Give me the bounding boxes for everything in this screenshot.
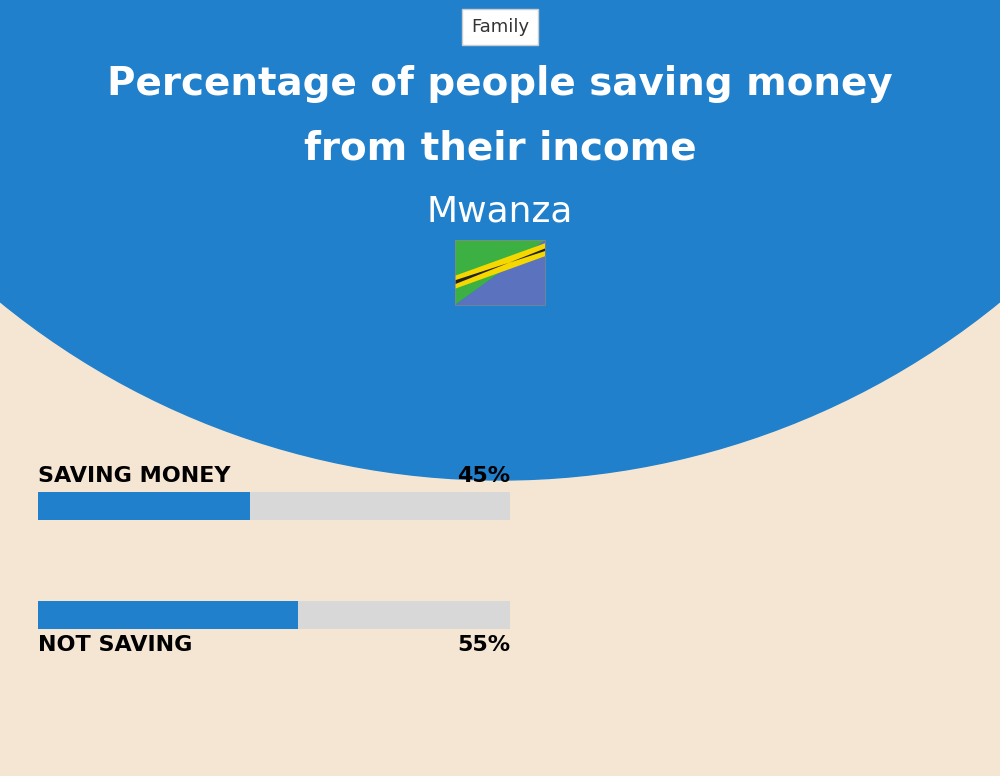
Text: Percentage of people saving money: Percentage of people saving money	[107, 65, 893, 103]
Polygon shape	[455, 240, 545, 305]
Bar	[38, 601, 298, 629]
Text: Mwanza: Mwanza	[427, 195, 573, 229]
Polygon shape	[455, 248, 545, 284]
Text: from their income: from their income	[304, 130, 696, 168]
Text: 55%: 55%	[457, 635, 510, 655]
Bar	[38, 601, 510, 629]
Text: Family: Family	[471, 18, 529, 36]
Text: 45%: 45%	[457, 466, 510, 486]
Bar	[38, 492, 510, 520]
Circle shape	[0, 0, 1000, 480]
Polygon shape	[455, 243, 545, 289]
Text: NOT SAVING: NOT SAVING	[38, 635, 192, 655]
Text: SAVING MONEY: SAVING MONEY	[38, 466, 230, 486]
Polygon shape	[455, 240, 545, 305]
Bar	[38, 492, 250, 520]
